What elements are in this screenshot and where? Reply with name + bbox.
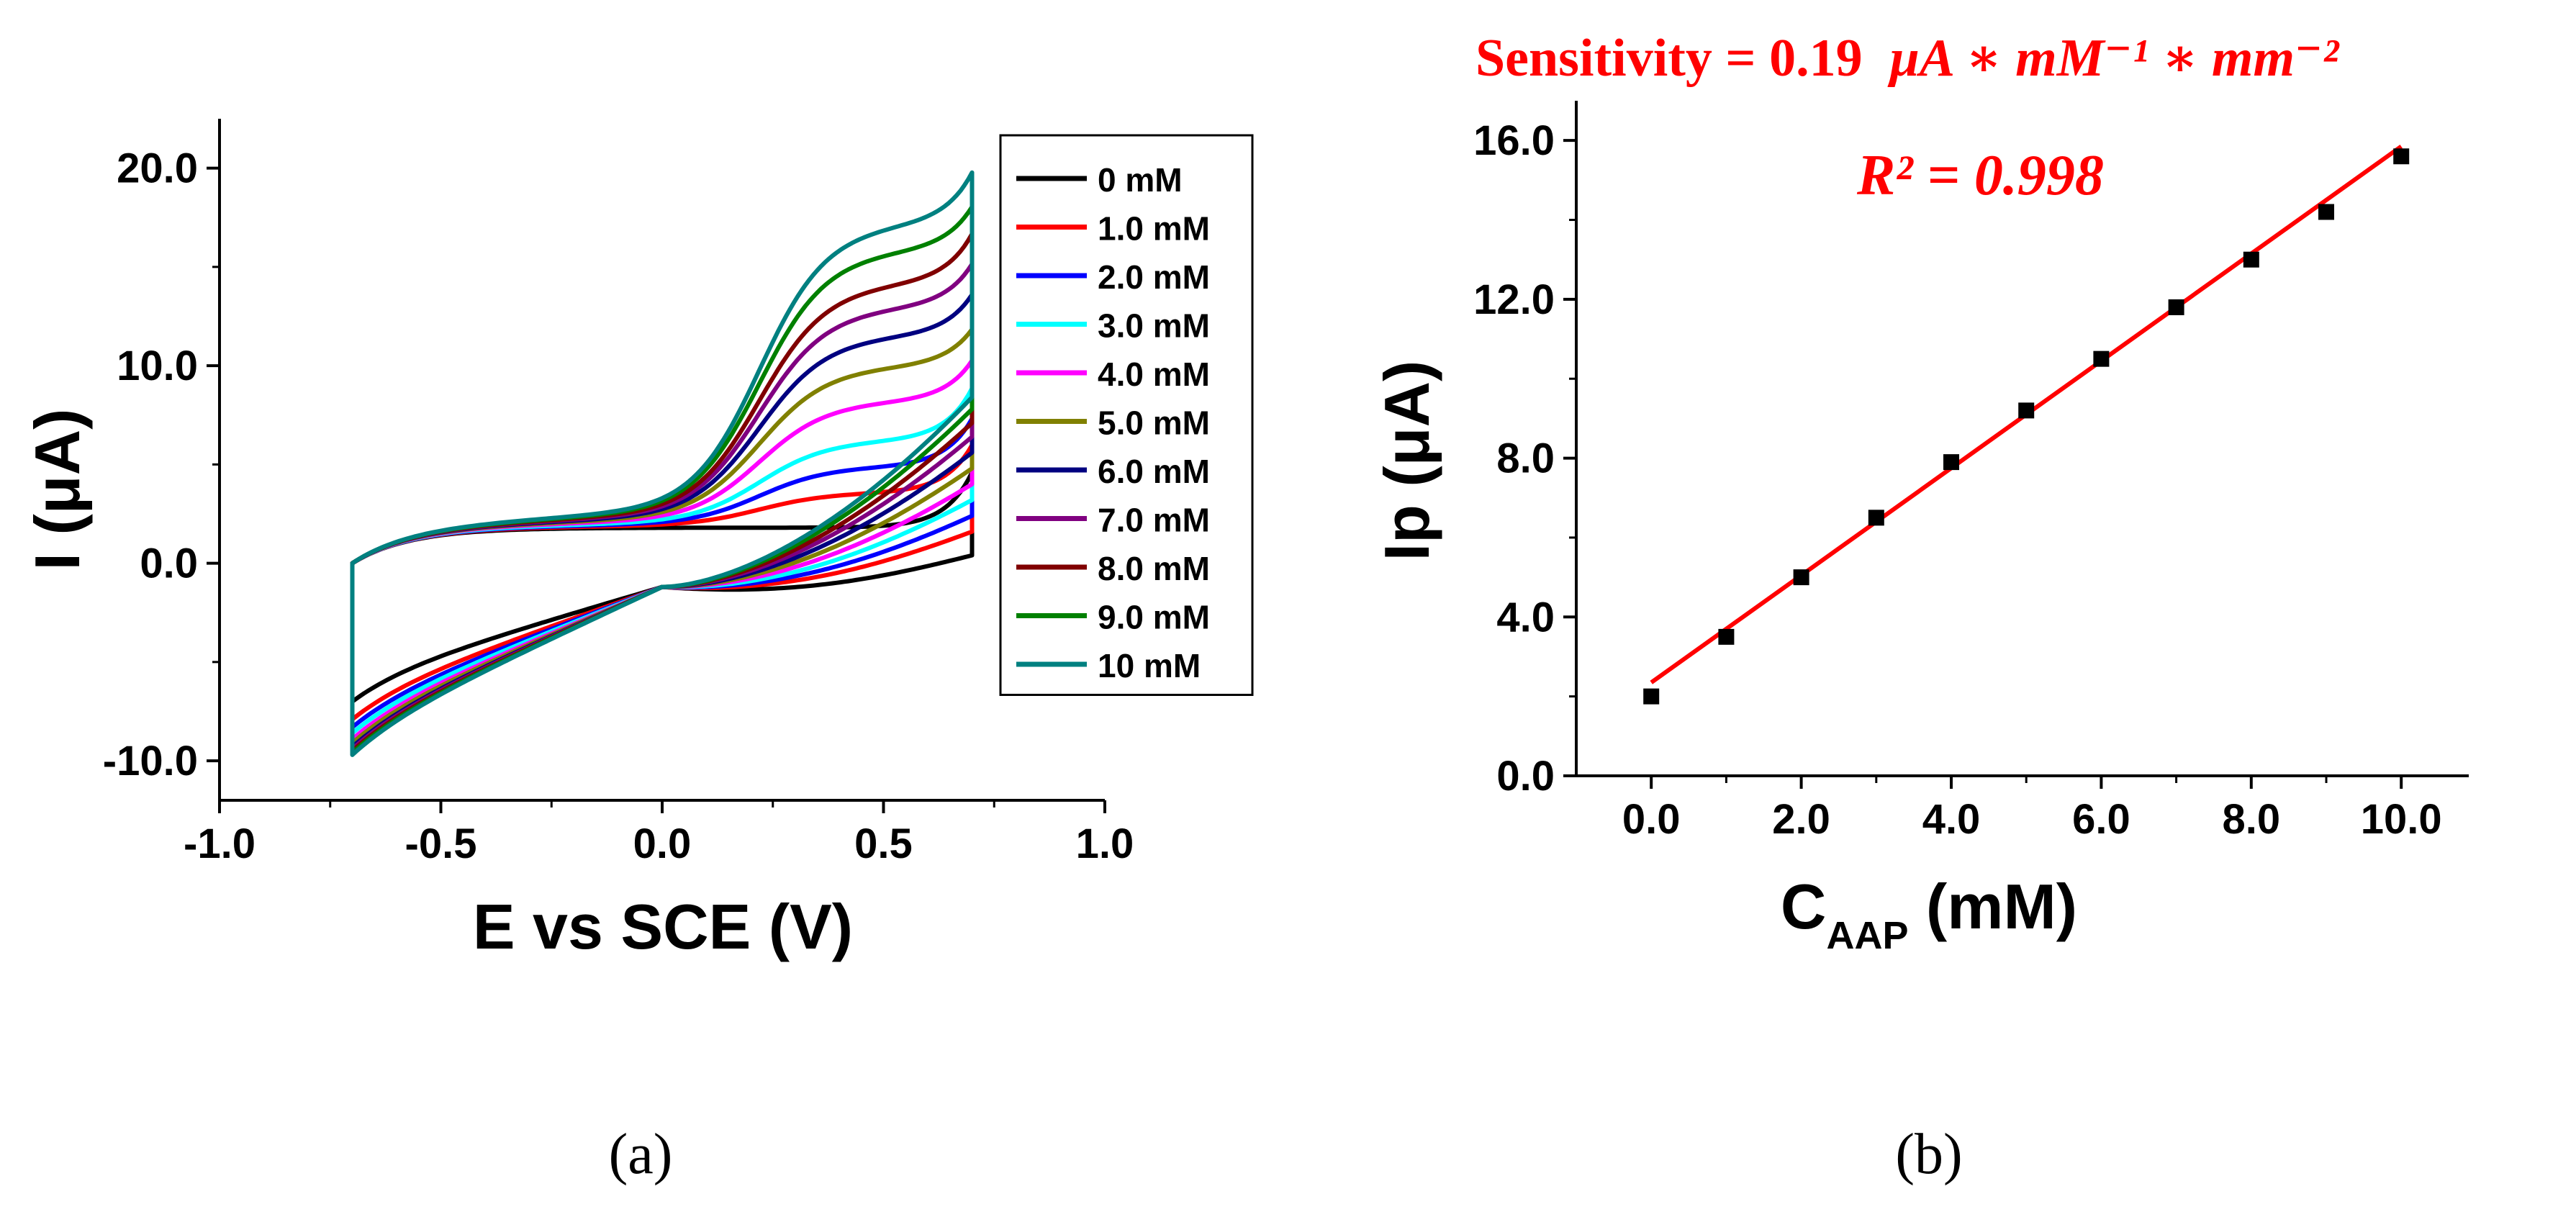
- cv-x-tick-label: 1.0: [1076, 820, 1134, 867]
- panel-label-a: (a): [609, 1123, 673, 1186]
- cv-y-axis-label: I (μA): [22, 409, 93, 571]
- cv-curves: [350, 170, 975, 757]
- data-point: [2168, 299, 2184, 315]
- cv-legend-label: 10 mM: [1098, 647, 1201, 684]
- calibration-x-tick-label: 8.0: [2222, 796, 2280, 843]
- r2-annotation: R² = 0.998: [1856, 144, 2104, 207]
- panel-label-b: (b): [1895, 1123, 1962, 1186]
- cv-legend-label: 8.0 mM: [1098, 550, 1210, 587]
- cv-legend-label: 2.0 mM: [1098, 258, 1210, 296]
- calibration-y-axis-label: Ip (μA): [1371, 361, 1442, 561]
- cv-y-tick-labels: -10.0 0.0 10.0 20.0: [103, 145, 198, 784]
- cv-legend-label: 1.0 mM: [1098, 210, 1210, 248]
- calibration-x-axis-label: CAAP (mM): [1781, 871, 2077, 957]
- data-point: [2393, 148, 2410, 165]
- sensitivity-label: Sensitivity = 0.19: [1475, 29, 1863, 88]
- sensitivity-units: μA ∗ mM⁻¹ ∗ mm⁻²: [1887, 29, 2340, 88]
- calibration-x-tick-label: 4.0: [1922, 796, 1981, 843]
- calibration-x-tick-label: 10.0: [2361, 796, 2442, 843]
- calibration-axes: [1563, 101, 2469, 789]
- cv-legend: 0 mM 1.0 mM 2.0 mM 3.0 mM 4.0 mM 5.0 mM 6.0 mM…: [999, 134, 1254, 696]
- sensitivity-annotation: Sensitivity = 0.19 μA ∗ mM⁻¹ ∗ mm⁻²: [1475, 29, 2340, 88]
- data-point: [1643, 688, 1660, 705]
- calibration-x-tick-label: 0.0: [1622, 796, 1681, 843]
- cv-x-tick-label: -0.5: [405, 820, 477, 867]
- data-point: [2243, 251, 2259, 268]
- data-point: [2093, 350, 2110, 367]
- cv-legend-label: 5.0 mM: [1098, 404, 1210, 442]
- cv-y-tick-label: -10.0: [103, 738, 198, 784]
- data-point: [1943, 454, 1960, 471]
- calibration-y-tick-label: 12.0: [1473, 276, 1555, 323]
- x-label-subscript: AAP: [1826, 914, 1908, 957]
- calibration-x-tick-label: 2.0: [1772, 796, 1830, 843]
- calibration-y-tick-label: 4.0: [1496, 594, 1555, 641]
- x-label-unit: (mM): [1908, 871, 2077, 942]
- cv-y-tick-label: 20.0: [117, 145, 198, 192]
- calibration-y-tick-label: 0.0: [1496, 753, 1555, 800]
- calibration-y-tick-label: 8.0: [1496, 435, 1555, 482]
- cv-legend-label: 4.0 mM: [1098, 356, 1210, 393]
- calibration-points: [1643, 148, 2410, 705]
- calibration-x-tick-label: 6.0: [2072, 796, 2130, 843]
- cv-x-tick-label: 0.5: [854, 820, 913, 867]
- cv-x-tick-label: 0.0: [633, 820, 692, 867]
- cv-legend-label: 0 mM: [1098, 161, 1183, 199]
- x-label-main: C: [1781, 871, 1827, 942]
- data-point: [1718, 628, 1735, 645]
- data-point: [1793, 569, 1809, 586]
- cv-x-tick-label: -1.0: [184, 820, 256, 867]
- calibration-y-tick-labels: 0.0 4.0 8.0 12.0 16.0: [1473, 117, 1555, 800]
- cv-series-line: [350, 170, 975, 757]
- cv-y-tick-label: 10.0: [117, 343, 198, 389]
- calibration-chart: 0.0 2.0 4.0 6.0 8.0 10.0 0.0 4.0 8.0 12.0 16.0 CA…: [1371, 29, 2469, 1186]
- cv-legend-label: 3.0 mM: [1098, 307, 1210, 345]
- cv-chart: -1.0 -0.5 0.0 0.5 1.0 -10.0 0.0 10.0 20.0 E vs …: [22, 119, 1254, 1186]
- data-point: [2318, 204, 2335, 220]
- cv-legend-label: 6.0 mM: [1098, 453, 1210, 490]
- calibration-y-tick-label: 16.0: [1473, 117, 1555, 164]
- data-point: [1868, 510, 1884, 526]
- cv-x-axis-label: E vs SCE (V): [473, 891, 853, 962]
- data-point: [2018, 402, 2035, 419]
- cv-legend-label: 7.0 mM: [1098, 502, 1210, 539]
- cv-x-tick-labels: -1.0 -0.5 0.0 0.5 1.0: [184, 820, 1134, 867]
- cv-axes: [207, 119, 1106, 813]
- calibration-x-tick-labels: 0.0 2.0 4.0 6.0 8.0 10.0: [1622, 796, 2442, 843]
- cv-legend-label: 9.0 mM: [1098, 599, 1210, 636]
- cv-y-tick-label: 0.0: [140, 540, 198, 587]
